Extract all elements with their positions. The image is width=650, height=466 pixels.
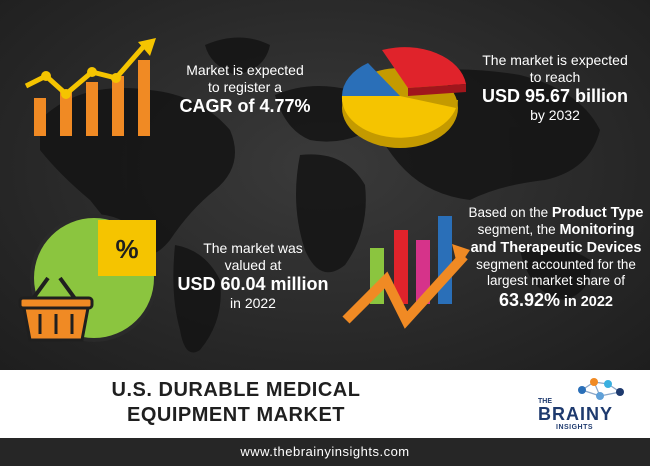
segment-type: Product Type: [551, 205, 644, 221]
report-title-line2: EQUIPMENT MARKET: [127, 404, 345, 426]
report-title-line1: U.S. DURABLE MEDICAL: [111, 379, 361, 401]
segment-post: segment accounted for the largest market…: [476, 257, 636, 289]
forecast-year: by 2032: [530, 107, 580, 124]
forecast-stat: The market is expected to reach USD 95.6…: [470, 52, 640, 124]
footer-url[interactable]: www.thebrainyinsights.com: [0, 438, 650, 466]
shopping-basket-icon: [18, 276, 94, 342]
base-year: in 2022: [230, 295, 276, 312]
report-title: U.S. DURABLE MEDICAL EQUIPMENT MARKET: [96, 378, 376, 428]
base-value: USD 60.04 million: [177, 273, 329, 294]
cagr-stat: Market is expected to register a CAGR of…: [170, 62, 320, 117]
logo-insights: INSIGHTS: [556, 424, 594, 431]
brainy-insights-logo: THE BRAINY INSIGHTS: [534, 376, 634, 434]
forecast-line1: The market is expected: [482, 52, 628, 68]
pie-basket-icon: %: [18, 214, 158, 342]
rising-bars-arrow-icon: [342, 216, 470, 329]
segment-year: in 2022: [563, 293, 613, 310]
segment-mid: segment, the: [477, 222, 556, 238]
growth-bar-chart-icon: [24, 38, 156, 136]
segment-share: 63.92%: [499, 289, 561, 310]
segment-name: Monitoring and Therapeutic Devices: [470, 222, 642, 256]
segment-stat: Based on the Product Type segment, the M…: [466, 205, 646, 311]
brain-network-icon: [578, 378, 624, 400]
percent-symbol: %: [115, 234, 138, 264]
base-line1: The market was: [203, 240, 303, 256]
logo-the: THE: [538, 398, 552, 405]
forecast-value: USD 95.67 billion: [481, 85, 629, 106]
cagr-line1: Market is expected: [186, 62, 304, 78]
pie-chart-icon: [341, 47, 466, 148]
cagr-value: CAGR of 4.77%: [179, 95, 311, 116]
base-line2: valued at: [224, 256, 282, 273]
base-value-stat: The market was valued at USD 60.04 milli…: [168, 240, 338, 312]
segment-pre: Based on the: [468, 205, 549, 220]
logo-brainy: BRAINY: [538, 404, 614, 424]
title-band: [0, 370, 650, 438]
forecast-line2: to reach: [529, 68, 581, 85]
cagr-line2: to register a: [208, 78, 282, 95]
